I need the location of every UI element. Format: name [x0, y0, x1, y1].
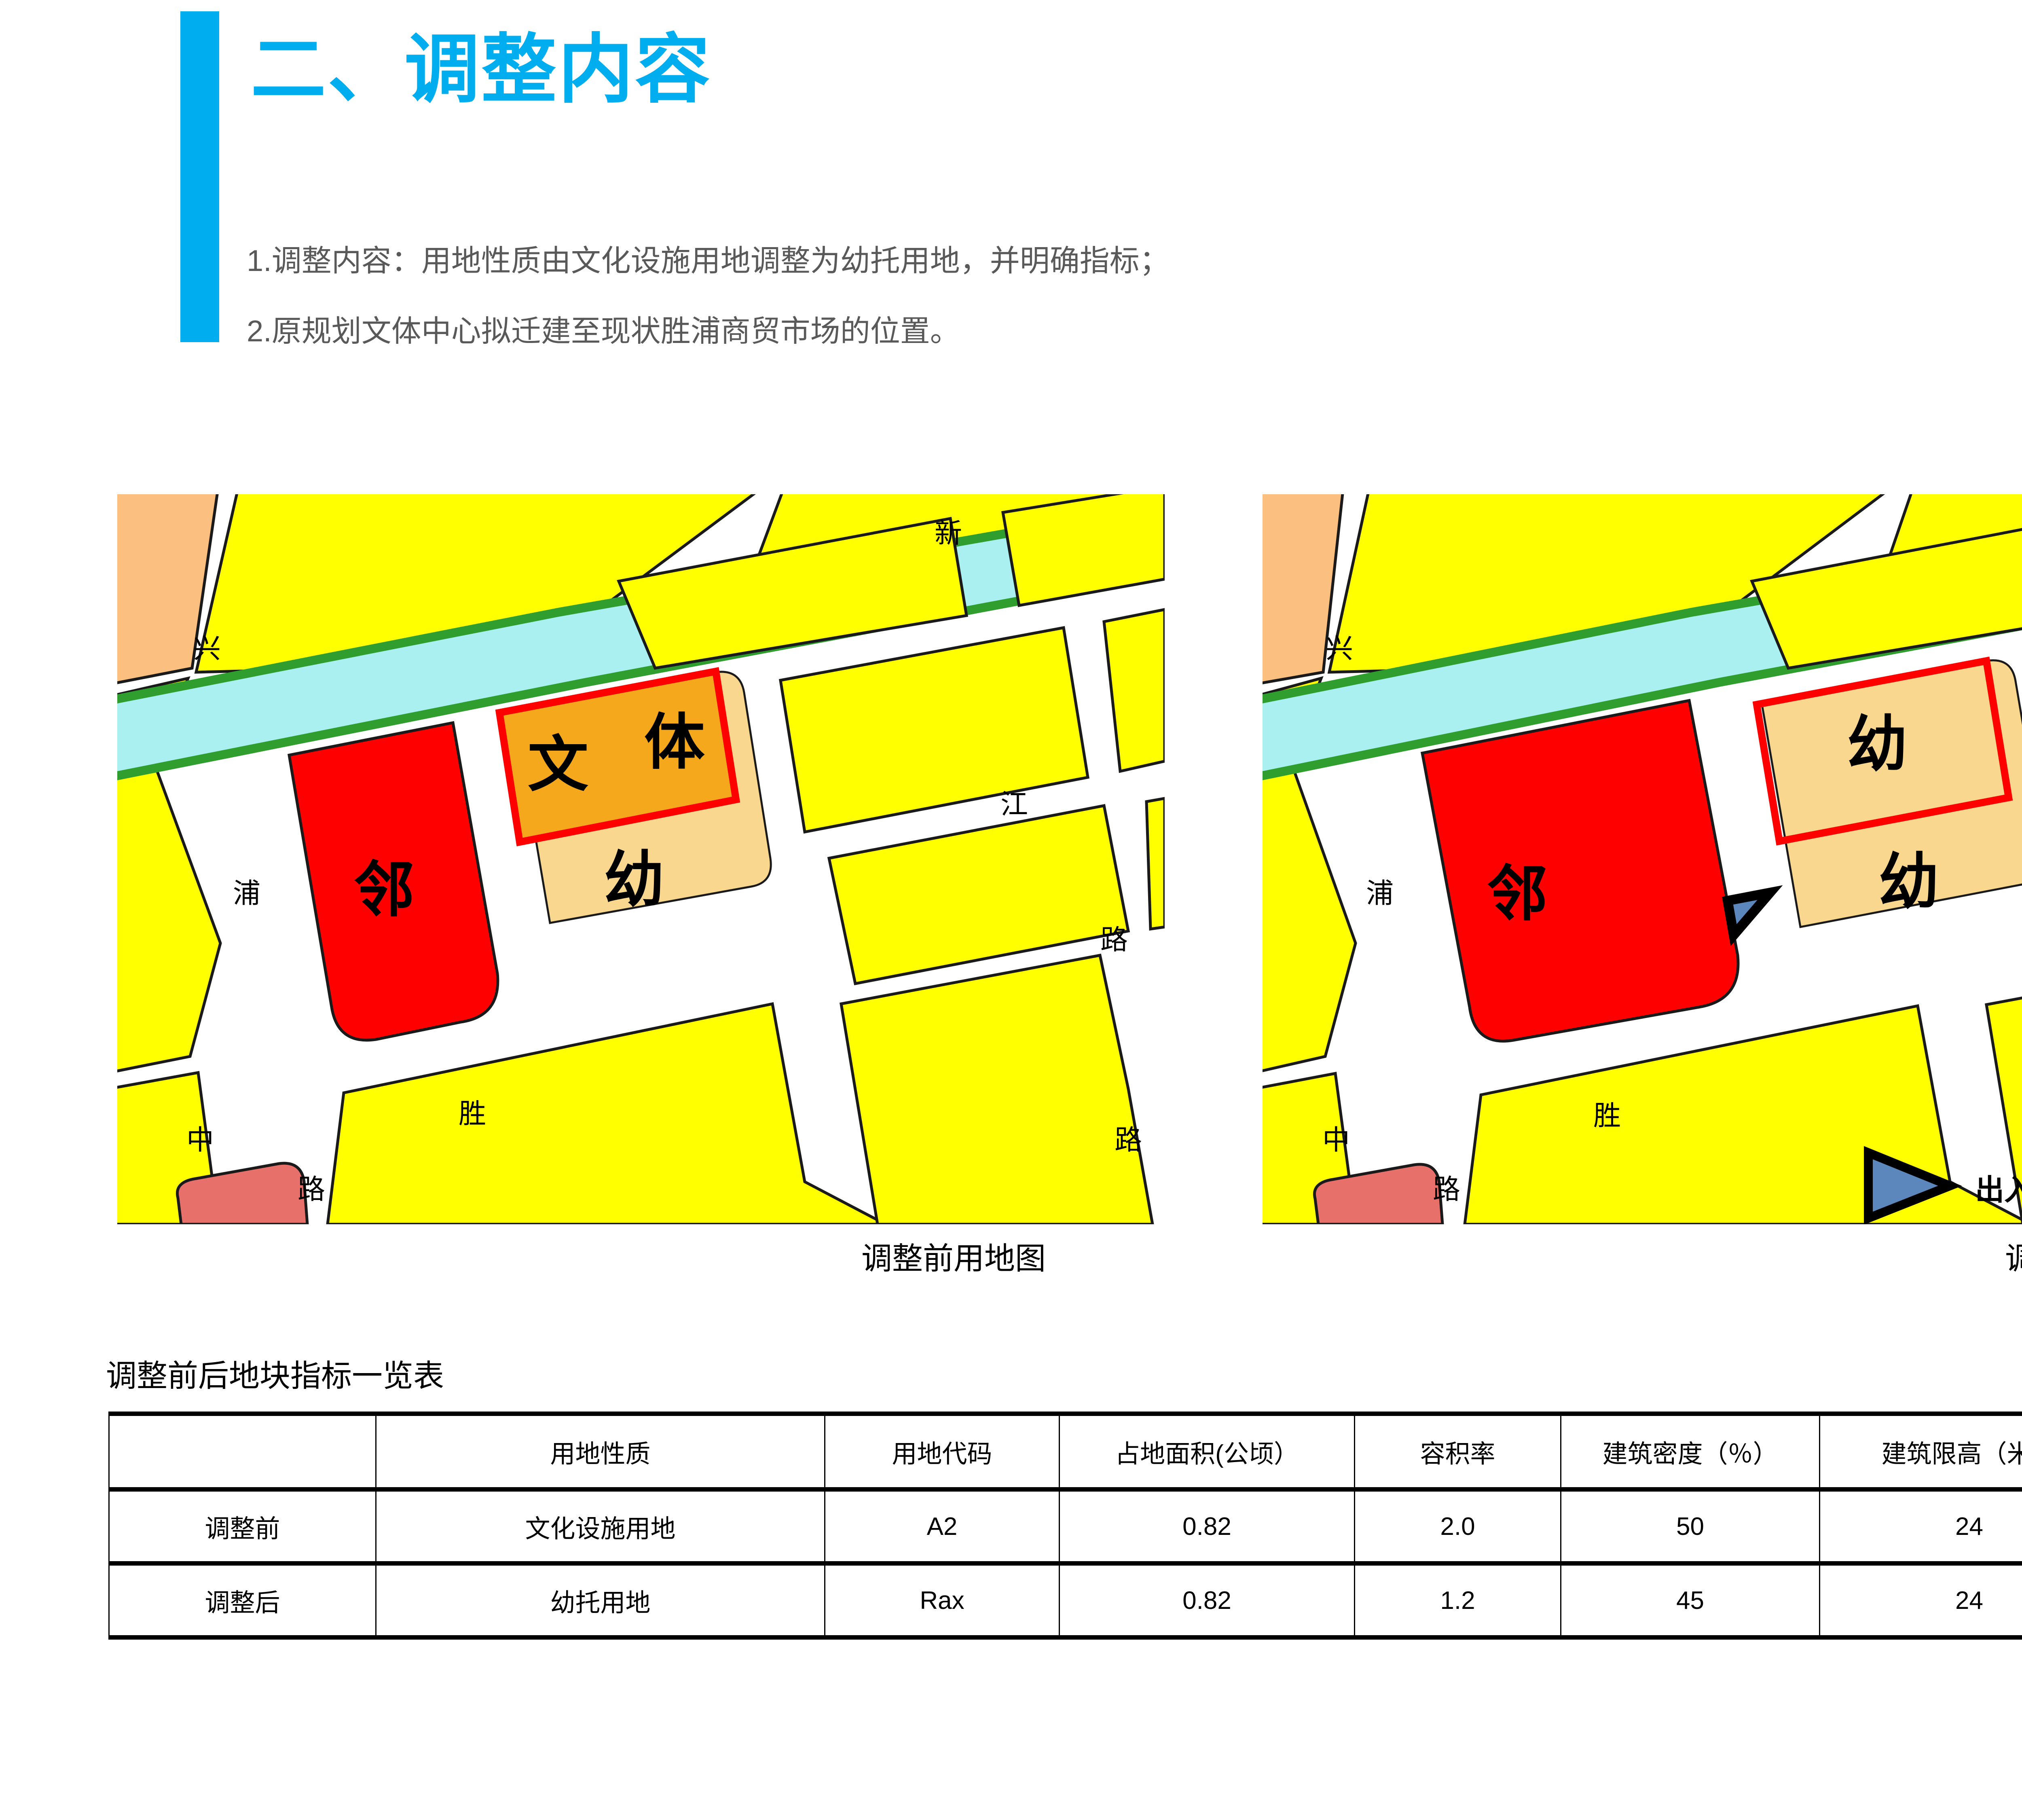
- svg-text:中: 中: [1322, 1125, 1350, 1155]
- intro-line-1: 1.调整内容：用地性质由文化设施用地调整为幼托用地，并明确指标；: [247, 244, 1170, 277]
- indicator-table: 用地性质 用地代码 占地面积(公顷） 容积率 建筑密度（％） 建筑限高（米） 绿…: [108, 1412, 2022, 1640]
- cell-after-far: 1.2: [1354, 1563, 1561, 1640]
- svg-text:江: 江: [1000, 789, 1028, 820]
- cell-before-far: 2.0: [1354, 1489, 1561, 1566]
- legend-marker-icon: [1864, 1146, 1962, 1224]
- page-title: 二、调整内容: [251, 28, 712, 112]
- cell-after-area: 0.82: [1059, 1563, 1355, 1640]
- cell-after-landuse: 幼托用地: [375, 1563, 825, 1640]
- map-after-adjustment[interactable]: 兴 浦 中 路 胜 新 江 路 路 邻 幼 幼 出入口建议位置: [1263, 494, 2022, 1224]
- map-before-caption: 调整前用地图: [861, 1242, 1046, 1276]
- svg-text:胜: 胜: [1593, 1100, 1621, 1131]
- cell-before-landuse: 文化设施用地: [375, 1489, 825, 1566]
- svg-text:邻: 邻: [1487, 860, 1548, 928]
- header-cell-5: 建筑密度（％）: [1560, 1412, 1820, 1492]
- header-cell-6: 建筑限高（米）: [1819, 1412, 2022, 1492]
- svg-text:体: 体: [644, 708, 705, 776]
- svg-text:兴: 兴: [1326, 633, 1353, 664]
- header-cell-0: [108, 1412, 376, 1492]
- row-label-before: 调整前: [108, 1489, 376, 1566]
- cell-before-height: 24: [1819, 1489, 2022, 1566]
- legend-label: 出入口建议位置: [1975, 1174, 2022, 1206]
- svg-text:路: 路: [1115, 1125, 1142, 1155]
- svg-text:路: 路: [1433, 1174, 1460, 1205]
- table-header-row: 用地性质 用地代码 占地面积(公顷） 容积率 建筑密度（％） 建筑限高（米） 绿…: [108, 1412, 2022, 1492]
- table-row-before: 调整前 文化设施用地 A2 0.82 2.0 50 24 20: [108, 1489, 2022, 1566]
- entrance-marker-icon: [1722, 885, 1783, 946]
- svg-text:新: 新: [935, 518, 962, 549]
- svg-text:路: 路: [1100, 925, 1128, 955]
- table-row-after: 调整后 幼托用地 Rax 0.82 1.2 45 24 20: [108, 1563, 2022, 1640]
- svg-text:文: 文: [528, 730, 588, 798]
- map-before-svg: .pYellow{fill:#ffff00;stroke:#1a1a1a;str…: [117, 494, 1165, 1224]
- svg-text:兴: 兴: [193, 633, 221, 664]
- svg-text:幼: 幼: [1878, 848, 1939, 916]
- table-title: 调整前后地块指标一览表: [106, 1359, 444, 1393]
- map-after-caption: 调整后用地图: [2005, 1242, 2022, 1276]
- header-cell-4: 容积率: [1354, 1412, 1561, 1492]
- cell-after-height: 24: [1819, 1563, 2022, 1640]
- intro-line-2: 2.原规划文体中心拟迁建至现状胜浦商贸市场的位置。: [247, 314, 960, 348]
- svg-text:邻: 邻: [354, 856, 415, 924]
- cell-after-density: 45: [1560, 1563, 1820, 1640]
- map-before-adjustment[interactable]: .pYellow{fill:#ffff00;stroke:#1a1a1a;str…: [117, 494, 1165, 1224]
- svg-text:幼: 幼: [604, 846, 664, 914]
- svg-text:中: 中: [186, 1125, 214, 1155]
- map-after-svg: 兴 浦 中 路 胜 新 江 路 路 邻 幼 幼 出入口建议位置: [1263, 494, 2022, 1224]
- svg-text:浦: 浦: [233, 878, 260, 909]
- header-cell-2: 用地代码: [824, 1412, 1060, 1492]
- cell-before-code: A2: [824, 1489, 1060, 1566]
- map-legend: 出入口建议位置: [1864, 1146, 2022, 1224]
- header-cell-3: 占地面积(公顷）: [1059, 1412, 1355, 1492]
- svg-text:胜: 胜: [459, 1098, 486, 1129]
- title-accent-bar: [180, 11, 219, 342]
- row-label-after: 调整后: [108, 1563, 376, 1640]
- cell-before-area: 0.82: [1059, 1489, 1355, 1566]
- svg-text:浦: 浦: [1366, 878, 1394, 909]
- svg-text:幼: 幼: [1847, 710, 1908, 778]
- cell-before-density: 50: [1560, 1489, 1820, 1566]
- header-cell-1: 用地性质: [375, 1412, 825, 1492]
- svg-text:路: 路: [298, 1174, 325, 1205]
- cell-after-code: Rax: [824, 1563, 1060, 1640]
